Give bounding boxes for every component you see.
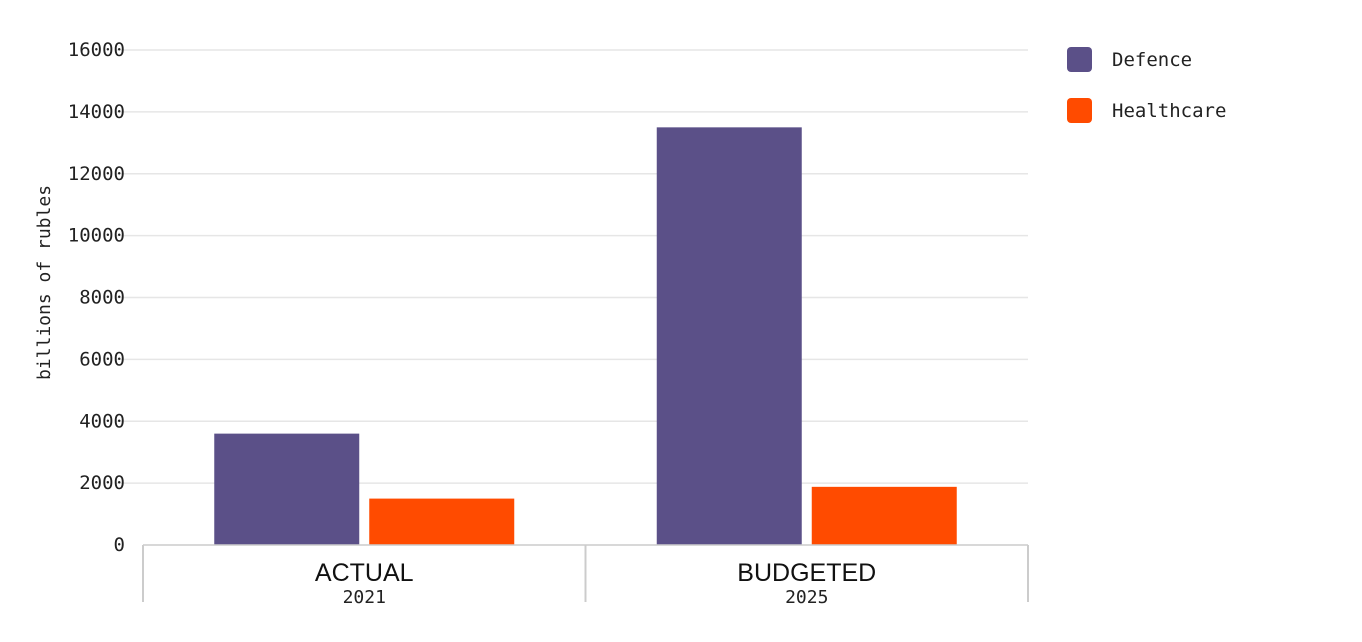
- legend-swatch-defence: [1067, 47, 1092, 72]
- x-category-year: 2021: [343, 587, 386, 608]
- y-tick-label: 12000: [68, 163, 125, 185]
- y-tick-label: 8000: [79, 287, 125, 309]
- legend: Defence Healthcare: [1067, 47, 1226, 123]
- y-tick-label: 14000: [68, 101, 125, 123]
- y-axis-ticks: 0 2000 4000 6000 8000 10000 12000 14000 16000: [68, 39, 125, 556]
- bar-healthcare-2025: [811, 486, 957, 545]
- y-axis-title: billions of rubles: [34, 185, 55, 380]
- legend-label-defence: Defence: [1112, 49, 1192, 71]
- bar-defence-2021: [214, 433, 360, 545]
- y-tick-label: 2000: [79, 472, 125, 494]
- bars: [214, 127, 957, 545]
- y-tick-label: 0: [114, 534, 125, 556]
- bar-defence-2025: [656, 127, 802, 545]
- y-tick-label: 6000: [79, 348, 125, 370]
- gridlines: [115, 49, 1028, 484]
- legend-label-healthcare: Healthcare: [1112, 100, 1226, 122]
- bar-healthcare-2021: [369, 498, 515, 545]
- y-tick-label: 4000: [79, 410, 125, 432]
- x-category-label: BUDGETED: [737, 559, 876, 587]
- legend-swatch-healthcare: [1067, 98, 1092, 123]
- y-tick-label: 16000: [68, 39, 125, 61]
- x-category-year: 2025: [785, 587, 828, 608]
- x-category-label: ACTUAL: [315, 559, 414, 587]
- y-tick-label: 10000: [68, 225, 125, 247]
